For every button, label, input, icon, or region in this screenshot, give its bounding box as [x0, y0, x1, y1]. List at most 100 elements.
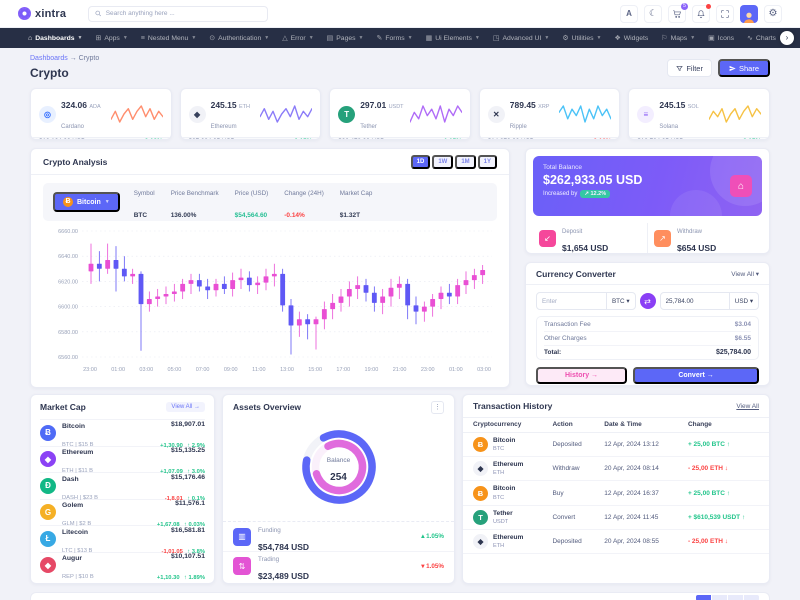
coin-change-pct: ↑ 0.03%	[184, 522, 205, 529]
brand-logo-group[interactable]: xintra	[18, 7, 66, 20]
transaction-row[interactable]: ◆ Ethereum ETH Withdraw 20 Apr, 2024 08:…	[463, 456, 769, 482]
asset-label: Funding	[258, 526, 281, 534]
coin-name: Bitcoin	[493, 437, 516, 444]
dark-mode-icon[interactable]: ☾	[644, 4, 662, 23]
convert-button[interactable]: Convert →	[633, 367, 759, 384]
coin-name: Ethereum	[210, 124, 237, 130]
transaction-row[interactable]: ◆ Ethereum ETH Deposited 20 Apr, 2024 08…	[463, 529, 769, 555]
settings-gear-icon[interactable]: ⚙	[764, 4, 782, 23]
market-cap-view-all[interactable]: View All →	[166, 402, 205, 412]
market-cap-row[interactable]: Ð Dash DASH | $23 B $15,176.46 -1,8.01 ↑…	[40, 472, 205, 502]
crypto-ticker-card[interactable]: ✕ 789.45 XRP Ripple $14,872.03 USD ↘ -0.…	[478, 88, 621, 140]
range-button[interactable]: 1Y	[477, 154, 497, 169]
transaction-change: - 25,00 ETH ↓	[681, 456, 769, 482]
analysis-stat: Symbol BTC	[133, 190, 155, 219]
pagination-segment[interactable]	[728, 595, 743, 600]
nav-item[interactable]: ❖ Widgets ▼	[614, 34, 648, 43]
nav-item-icon: ⚐	[661, 35, 668, 42]
crypto-ticker-card[interactable]: ◆ 245.15 ETH Ethereum $27,684.05 USD ↗ +…	[179, 88, 322, 140]
bank-icon-button[interactable]: ⌂	[730, 175, 752, 197]
nav-item[interactable]: ∿ Charts ▼	[747, 34, 784, 43]
coin-name: Augur	[62, 555, 83, 563]
coin-change-pct: ↗ +1.15%	[433, 138, 462, 139]
nav-item[interactable]: △ Error ▼	[282, 34, 313, 43]
breadcrumb-dashboards-link[interactable]: Dashboards	[30, 55, 68, 62]
coin-icon: ◆	[40, 557, 56, 574]
nav-item[interactable]: ≡ Nested Menu ▼	[141, 35, 196, 42]
swap-icon[interactable]: ⇄	[639, 293, 656, 309]
transaction-action: Buy	[546, 480, 599, 506]
crypto-ticker-card[interactable]: ◎ 324.06 ADA Cardano $13,124.02 USD ↗ +0…	[30, 88, 172, 140]
range-button[interactable]: 1M	[455, 154, 476, 169]
share-icon	[729, 65, 736, 71]
transaction-row[interactable]: Ƀ Bitcoin BTC Buy 12 Apr, 2024 16:37 + 2…	[463, 480, 769, 506]
nav-scroll-right-button[interactable]: ›	[780, 31, 794, 45]
deposit-block[interactable]: ↙ Deposit $1,654 USD	[533, 223, 647, 253]
coin-select-dropdown[interactable]: Ƀ Bitcoin ▼	[53, 192, 120, 212]
coin-name: Ethereum	[493, 533, 524, 541]
nav-item[interactable]: ▤ Pages ▼	[327, 34, 364, 43]
to-amount-group: USD ▾	[659, 292, 759, 310]
main-navbar: ⌂ Dashboards ▼ ⊞ Apps ▼ ≡ Nested Menu ▼ …	[0, 28, 800, 48]
page-actions: Filter Share	[667, 59, 770, 77]
asset-row[interactable]: ⇅ Trading $23,489 USD ▾ 1.05%	[223, 551, 454, 581]
translate-icon[interactable]: A	[620, 4, 638, 23]
asset-row[interactable]: ▥ Funding $54,784 USD ▴ 1.05%	[223, 522, 454, 552]
avatar[interactable]	[740, 4, 758, 23]
fullscreen-icon[interactable]	[716, 4, 734, 23]
history-button[interactable]: History →	[536, 367, 628, 384]
search-input[interactable]	[105, 10, 262, 17]
coin-change-pct: ↘ -0.16%	[584, 138, 611, 139]
coin-ticker-cap: REP | $10 B	[62, 574, 94, 581]
notifications-icon[interactable]	[692, 3, 711, 23]
converter-view-all-dropdown[interactable]: View All ▾	[731, 270, 759, 278]
range-button[interactable]: 1D	[410, 154, 431, 169]
coin-change: +1,10.30	[156, 575, 180, 582]
sparkline-chart	[110, 105, 163, 123]
pagination-segment[interactable]	[744, 595, 759, 600]
transaction-row[interactable]: Ƀ Bitcoin BTC Deposited 12 Apr, 2024 13:…	[463, 432, 769, 458]
nav-item-icon: ≡	[140, 34, 145, 42]
nav-item[interactable]: ▣ Icons ▼	[708, 34, 734, 43]
to-currency-select[interactable]: USD ▾	[728, 293, 758, 309]
chevron-down-icon: ▼	[264, 35, 270, 41]
global-search[interactable]	[88, 5, 269, 22]
crypto-ticker-card[interactable]: ≡ 245.15 SOL Solana $18,784.05 USD ↗ +0.…	[628, 88, 770, 140]
pagination-segment[interactable]	[712, 595, 727, 600]
pagination-segment-active[interactable]	[696, 595, 711, 600]
from-currency-select[interactable]: BTC ▾	[605, 293, 635, 309]
from-amount-input[interactable]	[537, 297, 606, 305]
market-cap-row[interactable]: Ł Litecoin LTC | $13 B $16,581.81 -1,01.…	[40, 525, 205, 555]
nav-item[interactable]: ⚙ Utilities ▼	[562, 34, 601, 43]
nav-item[interactable]: ◳ Advanced UI ▼	[493, 34, 550, 43]
transaction-action: Withdraw	[546, 456, 599, 482]
market-cap-row[interactable]: G Golem GLM | $2 B $11,576.1 +1,67.08 ↑ …	[40, 498, 205, 529]
nav-item[interactable]: ✎ Forms ▼	[377, 34, 413, 43]
asset-label: Trading	[258, 556, 280, 563]
share-button[interactable]: Share	[717, 59, 770, 77]
nav-item[interactable]: ⊙ Authentication ▼	[209, 34, 270, 43]
svg-text:6620.00: 6620.00	[58, 279, 78, 285]
nav-item[interactable]: ⌂ Dashboards ▼	[28, 35, 82, 42]
transactions-view-all[interactable]: View All	[736, 402, 759, 410]
coin-market-value: $18,907.01	[170, 420, 205, 428]
range-button[interactable]: 1W	[432, 154, 454, 169]
cart-icon[interactable]: 5	[668, 2, 688, 23]
withdraw-block[interactable]: ↗ Withdraw $654 USD	[647, 223, 762, 253]
nav-item[interactable]: ⚐ Maps ▼	[661, 34, 695, 43]
transaction-row[interactable]: T Tether USDT Convert 12 Apr, 2024 11:45…	[463, 505, 769, 530]
market-cap-row[interactable]: Ƀ Bitcoin BTC | $15 B $18,907.01 +1,30.9…	[40, 419, 205, 449]
to-amount-input[interactable]	[660, 297, 729, 305]
market-cap-row[interactable]: ◆ Augur REP | $10 B $10,107.51 +1,10.30 …	[40, 551, 205, 582]
svg-text:6660.00: 6660.00	[58, 229, 78, 235]
filter-button[interactable]: Filter	[667, 59, 712, 77]
more-options-icon[interactable]: ⋮	[431, 400, 444, 414]
nav-item-label: Advanced UI	[502, 34, 542, 42]
nav-item[interactable]: ⊞ Apps ▼	[95, 34, 127, 43]
nav-item[interactable]: ▦ Ui Elements ▼	[426, 34, 480, 43]
candlestick-chart[interactable]: 6660.00 6640.00 6620.00 6600.00 6580.00 6560.…	[42, 225, 498, 383]
svg-text:11:00: 11:00	[252, 367, 265, 373]
market-cap-row[interactable]: ◆ Ethereum ETH | $11 B $15,135.25 +1,07.…	[40, 445, 205, 475]
pagination-control[interactable]	[696, 595, 759, 600]
crypto-ticker-card[interactable]: T 297.01 USDT Tether $26,478.09 USD ↗ +1…	[329, 88, 471, 140]
